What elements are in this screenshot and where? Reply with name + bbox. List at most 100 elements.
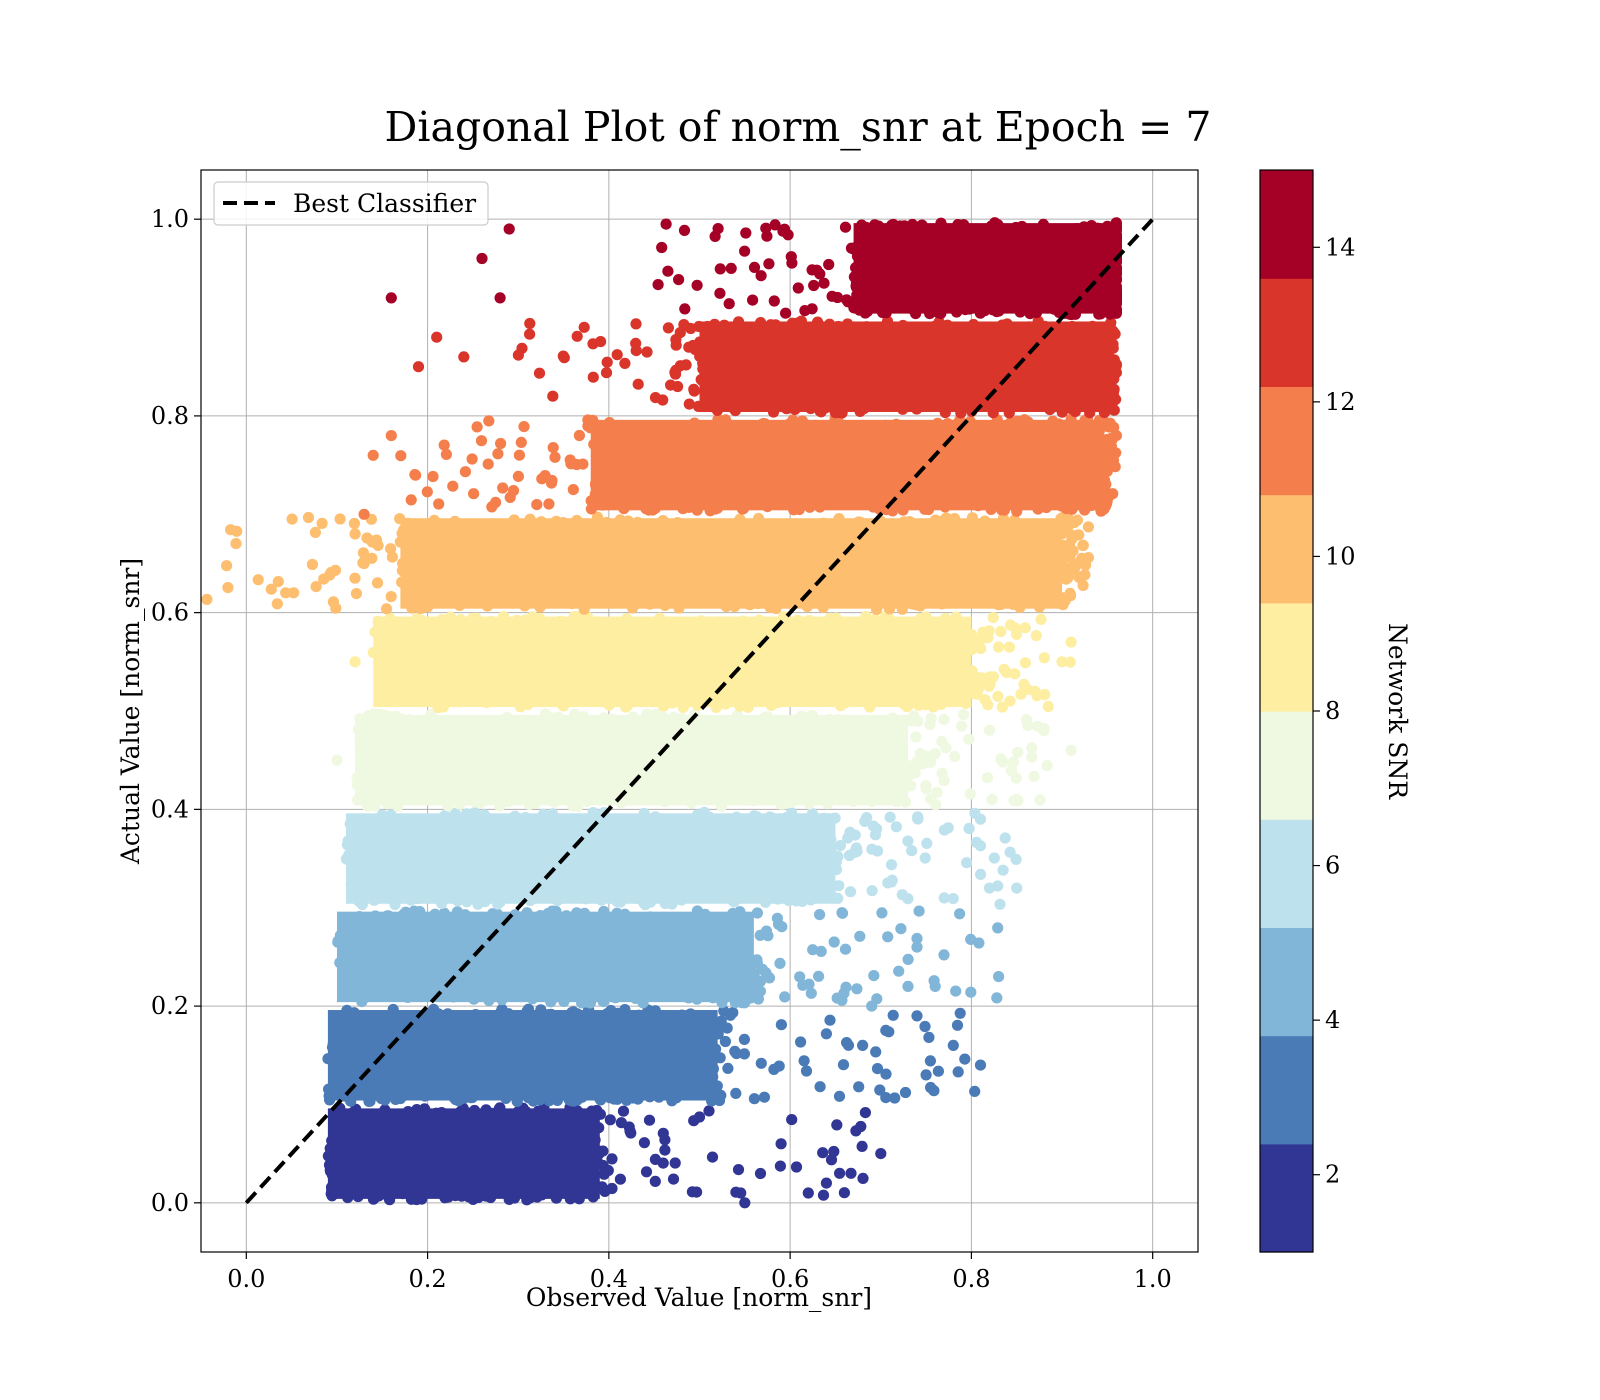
- scatter-point: [954, 1007, 966, 1019]
- scatter-point: [751, 907, 764, 919]
- scatter-point: [928, 1085, 940, 1097]
- scatter-point: [567, 484, 579, 496]
- scatter-point: [837, 1059, 850, 1071]
- scatter-point: [1041, 760, 1053, 772]
- scatter-point: [851, 983, 863, 995]
- scatter-point: [949, 751, 961, 763]
- scatter-point: [983, 724, 996, 736]
- scatter-point: [870, 1046, 882, 1058]
- scatter-point: [774, 957, 786, 970]
- scatter-point: [795, 1036, 807, 1048]
- scatter-point: [889, 1092, 901, 1104]
- scatter-point: [1066, 533, 1078, 545]
- scatter-point: [1064, 587, 1076, 600]
- scatter-point: [543, 498, 555, 510]
- scatter-point: [531, 499, 543, 511]
- scatter-point: [859, 1107, 872, 1119]
- scatter-point: [902, 953, 914, 966]
- scatter-point: [649, 1153, 662, 1165]
- scatter-point: [833, 880, 845, 892]
- scatter-point: [348, 517, 360, 530]
- scatter-point: [932, 1065, 945, 1077]
- scatter-point: [371, 577, 384, 589]
- scatter-point: [871, 1063, 884, 1075]
- scatter-point: [982, 699, 994, 711]
- scatter-point: [730, 1087, 742, 1099]
- scatter-point: [659, 1134, 671, 1146]
- scatter-point: [954, 908, 966, 920]
- scatter-point: [992, 922, 1004, 934]
- scatter-point: [775, 1019, 788, 1031]
- scatter-point: [824, 1014, 836, 1026]
- scatter-point: [800, 1065, 813, 1077]
- scatter-point: [735, 1187, 747, 1199]
- scatter-point: [440, 448, 452, 460]
- snr-band-3: [332, 905, 1004, 1009]
- scatter-point: [845, 1167, 857, 1179]
- scatter-point: [882, 931, 894, 943]
- scatter-point: [839, 943, 852, 955]
- scatter-point: [1038, 652, 1050, 664]
- scatter-point: [640, 1166, 653, 1178]
- scatter-point: [732, 1164, 745, 1176]
- scatter-point: [964, 788, 976, 800]
- scatter-point: [842, 1039, 855, 1051]
- scatter-point: [849, 846, 861, 858]
- scatter-point: [594, 1145, 606, 1157]
- scatter-point: [880, 1092, 892, 1104]
- scatter-point: [475, 435, 488, 447]
- scatter-point: [703, 1105, 715, 1117]
- scatter-point: [803, 978, 815, 990]
- scatter-point: [594, 1108, 607, 1120]
- scatter-point: [834, 840, 847, 852]
- scatter-point: [302, 511, 315, 524]
- scatter-point: [828, 1145, 840, 1158]
- scatter-point: [895, 923, 907, 935]
- scatter-point: [693, 1111, 706, 1123]
- scatter-point: [395, 450, 407, 462]
- scatter-point: [433, 498, 445, 510]
- scatter-point: [996, 701, 1009, 713]
- scatter-point: [834, 1167, 846, 1179]
- scatter-point: [1042, 700, 1054, 713]
- scatter-point: [938, 714, 950, 726]
- scatter-point: [327, 596, 339, 608]
- snr-band-1: [322, 1102, 872, 1206]
- scatter-point: [814, 1081, 826, 1093]
- scatter-point: [919, 1020, 931, 1033]
- scatter-point: [1097, 485, 1109, 497]
- scatter-point: [230, 538, 242, 550]
- scatter-point: [923, 1031, 935, 1043]
- scatter-point: [712, 1022, 724, 1034]
- scatter-point: [564, 454, 576, 466]
- scatter-point: [667, 1173, 680, 1185]
- scatter-point: [490, 496, 502, 508]
- scatter-point: [981, 772, 994, 784]
- scatter-point: [1082, 521, 1094, 533]
- scatter-point: [545, 477, 558, 489]
- scatter-point: [1064, 517, 1076, 529]
- scatter-point: [997, 864, 1009, 876]
- scatter-point: [911, 932, 923, 945]
- scatter-point: [286, 513, 298, 525]
- scatter-point: [225, 524, 237, 536]
- scatter-point: [1077, 579, 1089, 592]
- scatter-point: [762, 930, 774, 942]
- scatter-point: [515, 436, 527, 448]
- scatter-point: [832, 892, 844, 905]
- scatter-point: [906, 845, 918, 857]
- scatter-point: [201, 593, 213, 606]
- scatter-point: [617, 1105, 630, 1117]
- snr-band-core: [590, 419, 1099, 511]
- scatter-point: [380, 603, 393, 615]
- scatter-point: [748, 1093, 761, 1105]
- scatter-point: [970, 836, 983, 849]
- scatter-point: [1098, 503, 1110, 515]
- scatter-point: [1007, 756, 1020, 768]
- snr-band-4: [340, 806, 1022, 911]
- scatter-point: [772, 918, 785, 930]
- scatter-point: [857, 1172, 869, 1184]
- scatter-point: [887, 1009, 899, 1021]
- scatter-point: [459, 466, 471, 478]
